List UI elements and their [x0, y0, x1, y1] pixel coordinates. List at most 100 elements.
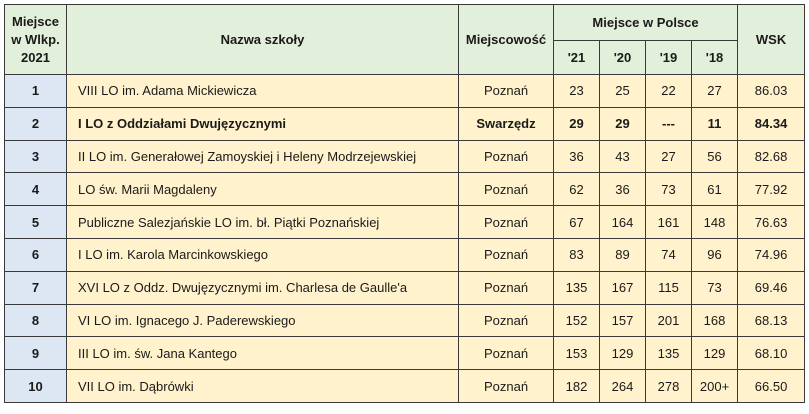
rank-cell: 5 [4, 205, 67, 239]
school-name-cell: VIII LO im. Adama Mickiewicza [66, 74, 459, 108]
header-school-name: Nazwa szkoły [66, 4, 459, 75]
rank-2019-cell: 115 [645, 270, 692, 305]
school-name-cell: XVI LO z Oddz. Dwujęzycznymi im. Charles… [66, 270, 459, 305]
rank-2019-cell: 278 [645, 369, 692, 403]
rank-2020-cell: 36 [599, 172, 646, 207]
school-name-cell: I LO im. Karola Marcinkowskiego [66, 237, 459, 272]
rank-2021-cell: 67 [553, 205, 600, 239]
rank-cell: 4 [4, 172, 67, 207]
rank-2020-cell: 167 [599, 270, 646, 305]
rank-cell: 10 [4, 369, 67, 403]
rank-2020-cell: 129 [599, 336, 646, 371]
school-name-cell: Publiczne Salezjańskie LO im. bł. Piątki… [66, 205, 459, 239]
rank-cell: 3 [4, 139, 67, 174]
table-row: 7 XVI LO z Oddz. Dwujęzycznymi im. Charl… [4, 270, 806, 305]
wsk-cell: 68.10 [737, 336, 806, 371]
city-cell: Swarzędz [458, 106, 554, 141]
header-year-20: '20 [599, 40, 646, 75]
table-row: 2 I LO z Oddziałami Dwujęzycznymi Swarzę… [4, 106, 806, 141]
header-year-21: '21 [553, 40, 600, 75]
city-cell: Poznań [458, 270, 554, 305]
school-name-cell: II LO im. Generałowej Zamoyskiej i Helen… [66, 139, 459, 174]
city-cell: Poznań [458, 336, 554, 371]
table-row: 3 II LO im. Generałowej Zamoyskiej i Hel… [4, 139, 806, 174]
rank-2021-cell: 135 [553, 270, 600, 305]
rank-2021-cell: 36 [553, 139, 600, 174]
table-row: 5 Publiczne Salezjańskie LO im. bł. Piąt… [4, 205, 806, 239]
school-name-cell: VI LO im. Ignacego J. Paderewskiego [66, 303, 459, 338]
rank-2018-cell: 200+ [690, 369, 739, 403]
rank-cell: 8 [4, 303, 67, 338]
city-cell: Poznań [458, 74, 554, 108]
table-row: 8 VI LO im. Ignacego J. Paderewskiego Po… [4, 303, 806, 338]
rank-2019-cell: 135 [645, 336, 692, 371]
wsk-cell: 84.34 [737, 106, 806, 141]
rank-2018-cell: 27 [690, 74, 739, 108]
rank-2021-cell: 62 [553, 172, 600, 207]
rank-2019-cell: 74 [645, 237, 692, 272]
city-cell: Poznań [458, 139, 554, 174]
rank-cell: 9 [4, 336, 67, 371]
rank-cell: 7 [4, 270, 67, 305]
wsk-cell: 74.96 [737, 237, 806, 272]
city-cell: Poznań [458, 303, 554, 338]
city-cell: Poznań [458, 369, 554, 403]
school-name-cell: I LO z Oddziałami Dwujęzycznymi [66, 106, 459, 141]
rank-cell: 2 [4, 106, 67, 141]
table-row: 4 LO św. Marii Magdaleny Poznań 62 36 73… [4, 172, 806, 207]
header-poland-rank-group: Miejsce w Polsce [552, 4, 739, 41]
table-row: 6 I LO im. Karola Marcinkowskiego Poznań… [4, 237, 806, 272]
wsk-cell: 66.50 [737, 369, 806, 403]
header-rank: Miejsce w Wlkp. 2021 [4, 4, 67, 75]
rank-2019-cell: 22 [645, 74, 692, 108]
rank-2021-cell: 182 [553, 369, 600, 403]
rank-2020-cell: 43 [599, 139, 646, 174]
rank-2020-cell: 25 [599, 74, 646, 108]
school-name-cell: III LO im. św. Jana Kantego [66, 336, 459, 371]
rank-2018-cell: 148 [690, 205, 739, 239]
rank-2020-cell: 164 [599, 205, 646, 239]
rank-2021-cell: 29 [553, 106, 600, 141]
rank-2019-cell: 201 [645, 303, 692, 338]
rank-2018-cell: 129 [690, 336, 739, 371]
rank-2019-cell: 161 [645, 205, 692, 239]
rank-2021-cell: 83 [553, 237, 600, 272]
rank-2018-cell: 73 [690, 270, 739, 305]
rank-2018-cell: 168 [690, 303, 739, 338]
city-cell: Poznań [458, 205, 554, 239]
rank-2018-cell: 96 [690, 237, 739, 272]
school-ranking-table: Miejsce w Wlkp. 2021 Nazwa szkoły Miejsc… [4, 4, 806, 403]
wsk-cell: 86.03 [737, 74, 806, 108]
rank-2020-cell: 29 [599, 106, 646, 141]
school-name-cell: VII LO im. Dąbrówki [66, 369, 459, 403]
rank-2018-cell: 56 [690, 139, 739, 174]
rank-2020-cell: 89 [599, 237, 646, 272]
rank-cell: 6 [4, 237, 67, 272]
city-cell: Poznań [458, 237, 554, 272]
rank-2021-cell: 23 [553, 74, 600, 108]
school-name-cell: LO św. Marii Magdaleny [66, 172, 459, 207]
header-year-18: '18 [690, 40, 739, 75]
rank-2018-cell: 61 [690, 172, 739, 207]
header-year-19: '19 [645, 40, 692, 75]
rank-2021-cell: 153 [553, 336, 600, 371]
wsk-cell: 76.63 [737, 205, 806, 239]
wsk-cell: 69.46 [737, 270, 806, 305]
rank-2019-cell: --- [645, 106, 692, 141]
header-city: Miejscowość [458, 4, 554, 75]
rank-2021-cell: 152 [553, 303, 600, 338]
wsk-cell: 82.68 [737, 139, 806, 174]
table-row: 9 III LO im. św. Jana Kantego Poznań 153… [4, 336, 806, 371]
rank-2018-cell: 11 [690, 106, 739, 141]
rank-2019-cell: 27 [645, 139, 692, 174]
table-row: 1 VIII LO im. Adama Mickiewicza Poznań 2… [4, 74, 806, 108]
rank-2020-cell: 157 [599, 303, 646, 338]
rank-2020-cell: 264 [599, 369, 646, 403]
city-cell: Poznań [458, 172, 554, 207]
wsk-cell: 68.13 [737, 303, 806, 338]
table-row: 10 VII LO im. Dąbrówki Poznań 182 264 27… [4, 369, 806, 403]
wsk-cell: 77.92 [737, 172, 806, 207]
header-wsk: WSK [737, 4, 806, 75]
rank-cell: 1 [4, 74, 67, 108]
rank-2019-cell: 73 [645, 172, 692, 207]
